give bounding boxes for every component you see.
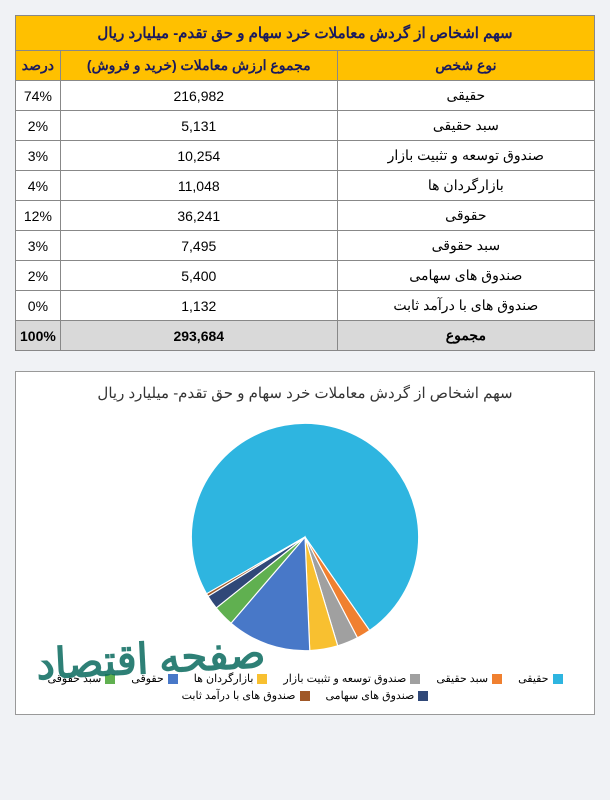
legend-item: صندوق های با درآمد ثابت	[182, 689, 310, 702]
legend-item: سبد حقوقی	[47, 672, 115, 685]
table-row: سبد حقوقی7,4953%	[16, 231, 595, 261]
cell-value: 10,254	[60, 141, 337, 171]
table-row: صندوق های با درآمد ثابت1,1320%	[16, 291, 595, 321]
table-row: حقوقی36,24112%	[16, 201, 595, 231]
cell-percent: 0%	[16, 291, 61, 321]
table-row: سبد حقیقی5,1312%	[16, 111, 595, 141]
table-row: بازارگردان ها11,0484%	[16, 171, 595, 201]
cell-value: 5,131	[60, 111, 337, 141]
cell-percent: 74%	[16, 81, 61, 111]
legend-item: صندوق های سهامی	[326, 689, 429, 702]
cell-value: 11,048	[60, 171, 337, 201]
pie-chart	[180, 412, 430, 662]
legend-label: سبد حقیقی	[436, 672, 488, 685]
legend-item: حقوقی	[131, 672, 177, 685]
cell-type: صندوق توسعه و تثبیت بازار	[337, 141, 594, 171]
legend-swatch	[410, 674, 420, 684]
table-row: حقیقی216,98274%	[16, 81, 595, 111]
cell-type: حقیقی	[337, 81, 594, 111]
cell-value: 36,241	[60, 201, 337, 231]
legend-label: حقوقی	[131, 672, 163, 685]
legend-label: حقیقی	[518, 672, 548, 685]
cell-value: 1,132	[60, 291, 337, 321]
cell-percent: 2%	[16, 261, 61, 291]
total-percent: 100%	[16, 321, 61, 351]
total-value: 293,684	[60, 321, 337, 351]
table-total-row: مجموع 293,684 100%	[16, 321, 595, 351]
legend-label: صندوق توسعه و تثبیت بازار	[283, 672, 406, 685]
col-header-percent: درصد	[16, 51, 61, 81]
legend-label: سبد حقوقی	[47, 672, 101, 685]
chart-title: سهم اشخاص از گردش معاملات خرد سهام و حق …	[16, 384, 594, 402]
data-table: سهم اشخاص از گردش معاملات خرد سهام و حق …	[15, 15, 595, 351]
legend-item: حقیقی	[518, 672, 562, 685]
legend-swatch	[300, 691, 310, 701]
legend-item: بازارگردان ها	[194, 672, 268, 685]
cell-type: صندوق های با درآمد ثابت	[337, 291, 594, 321]
table-title: سهم اشخاص از گردش معاملات خرد سهام و حق …	[16, 16, 595, 51]
pie-chart-container: سهم اشخاص از گردش معاملات خرد سهام و حق …	[15, 371, 595, 715]
cell-value: 216,982	[60, 81, 337, 111]
legend-item: سبد حقیقی	[436, 672, 502, 685]
cell-type: سبد حقیقی	[337, 111, 594, 141]
cell-percent: 4%	[16, 171, 61, 201]
legend-swatch	[105, 674, 115, 684]
legend-swatch	[418, 691, 428, 701]
legend-swatch	[553, 674, 563, 684]
total-type: مجموع	[337, 321, 594, 351]
cell-type: بازارگردان ها	[337, 171, 594, 201]
legend-swatch	[257, 674, 267, 684]
col-header-value: مجموع ارزش معاملات (خرید و فروش)	[60, 51, 337, 81]
legend-label: صندوق های سهامی	[326, 689, 415, 702]
legend-label: صندوق های با درآمد ثابت	[182, 689, 296, 702]
cell-type: سبد حقوقی	[337, 231, 594, 261]
chart-legend: حقیقی سبد حقیقی صندوق توسعه و تثبیت بازار ب…	[16, 672, 594, 706]
legend-swatch	[492, 674, 502, 684]
cell-type: صندوق های سهامی	[337, 261, 594, 291]
cell-type: حقوقی	[337, 201, 594, 231]
legend-item: صندوق توسعه و تثبیت بازار	[283, 672, 420, 685]
cell-percent: 3%	[16, 231, 61, 261]
cell-percent: 3%	[16, 141, 61, 171]
table-row: صندوق توسعه و تثبیت بازار10,2543%	[16, 141, 595, 171]
cell-value: 7,495	[60, 231, 337, 261]
col-header-type: نوع شخص	[337, 51, 594, 81]
cell-percent: 2%	[16, 111, 61, 141]
legend-swatch	[168, 674, 178, 684]
table-row: صندوق های سهامی5,4002%	[16, 261, 595, 291]
legend-label: بازارگردان ها	[194, 672, 254, 685]
cell-value: 5,400	[60, 261, 337, 291]
cell-percent: 12%	[16, 201, 61, 231]
